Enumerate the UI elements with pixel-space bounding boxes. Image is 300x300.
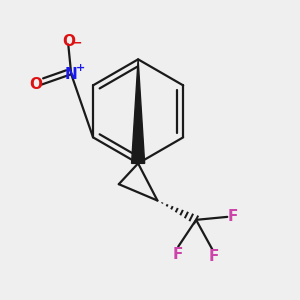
Text: O: O [29,77,42,92]
Text: −: − [72,37,83,50]
Text: F: F [209,249,219,264]
Text: F: F [227,209,238,224]
Text: F: F [173,247,183,262]
Text: O: O [62,34,75,49]
Text: N: N [65,67,78,82]
Text: +: + [76,63,85,73]
Polygon shape [132,59,145,164]
